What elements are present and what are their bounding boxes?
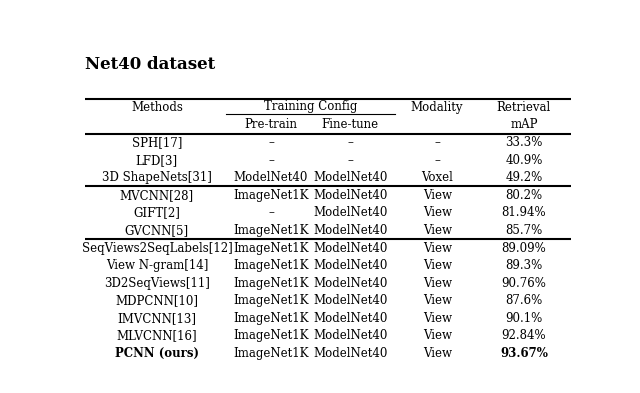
Text: 93.67%: 93.67% — [500, 347, 548, 360]
Text: SeqViews2SeqLabels[12]: SeqViews2SeqLabels[12] — [81, 242, 232, 255]
Text: mAP: mAP — [510, 118, 538, 131]
Text: MVCNN[28]: MVCNN[28] — [120, 189, 194, 202]
Text: 85.7%: 85.7% — [506, 224, 543, 237]
Text: View: View — [422, 224, 452, 237]
Text: View: View — [422, 294, 452, 307]
Text: ImageNet1K: ImageNet1K — [233, 242, 308, 255]
Text: 92.84%: 92.84% — [502, 329, 546, 342]
Text: ModelNet40: ModelNet40 — [313, 312, 387, 325]
Text: ImageNet1K: ImageNet1K — [233, 329, 308, 342]
Text: View: View — [422, 242, 452, 255]
Text: IMVCNN[13]: IMVCNN[13] — [117, 312, 196, 325]
Text: ModelNet40: ModelNet40 — [234, 171, 308, 184]
Text: ImageNet1K: ImageNet1K — [233, 189, 308, 202]
Text: 33.3%: 33.3% — [505, 136, 543, 149]
Text: ModelNet40: ModelNet40 — [313, 329, 387, 342]
Text: –: – — [268, 136, 274, 149]
Text: 40.9%: 40.9% — [505, 154, 543, 167]
Text: MLVCNN[16]: MLVCNN[16] — [116, 329, 197, 342]
Text: MDPCNN[10]: MDPCNN[10] — [115, 294, 198, 307]
Text: ModelNet40: ModelNet40 — [313, 277, 387, 290]
Text: –: – — [348, 154, 353, 167]
Text: 80.2%: 80.2% — [506, 189, 543, 202]
Text: PCNN (ours): PCNN (ours) — [115, 347, 199, 360]
Text: Pre-train: Pre-train — [244, 118, 298, 131]
Text: 3D ShapeNets[31]: 3D ShapeNets[31] — [102, 171, 212, 184]
Text: ImageNet1K: ImageNet1K — [233, 259, 308, 272]
Text: Training Config: Training Config — [264, 99, 357, 112]
Text: View: View — [422, 189, 452, 202]
Text: ImageNet1K: ImageNet1K — [233, 277, 308, 290]
Text: Voxel: Voxel — [421, 171, 453, 184]
Text: 90.76%: 90.76% — [502, 277, 547, 290]
Text: ModelNet40: ModelNet40 — [313, 259, 387, 272]
Text: View: View — [422, 329, 452, 342]
Text: –: – — [434, 136, 440, 149]
Text: ModelNet40: ModelNet40 — [313, 189, 387, 202]
Text: ModelNet40: ModelNet40 — [313, 242, 387, 255]
Text: View: View — [422, 347, 452, 360]
Text: ImageNet1K: ImageNet1K — [233, 347, 308, 360]
Text: ModelNet40: ModelNet40 — [313, 171, 387, 184]
Text: ModelNet40: ModelNet40 — [313, 294, 387, 307]
Text: 90.1%: 90.1% — [506, 312, 543, 325]
Text: GVCNN[5]: GVCNN[5] — [125, 224, 189, 237]
Text: ImageNet1K: ImageNet1K — [233, 312, 308, 325]
Text: 89.09%: 89.09% — [502, 242, 547, 255]
Text: View N-gram[14]: View N-gram[14] — [106, 259, 208, 272]
Text: 81.94%: 81.94% — [502, 206, 546, 219]
Text: View: View — [422, 277, 452, 290]
Text: ModelNet40: ModelNet40 — [313, 206, 387, 219]
Text: Net40 dataset: Net40 dataset — [85, 56, 215, 73]
Text: 3D2SeqViews[11]: 3D2SeqViews[11] — [104, 277, 210, 290]
Text: Modality: Modality — [411, 101, 463, 114]
Text: Methods: Methods — [131, 101, 183, 114]
Text: LFD[3]: LFD[3] — [136, 154, 178, 167]
Text: ImageNet1K: ImageNet1K — [233, 224, 308, 237]
Text: SPH[17]: SPH[17] — [132, 136, 182, 149]
Text: View: View — [422, 206, 452, 219]
Text: 87.6%: 87.6% — [506, 294, 543, 307]
Text: –: – — [434, 154, 440, 167]
Text: –: – — [268, 154, 274, 167]
Text: Retrieval: Retrieval — [497, 101, 551, 114]
Text: –: – — [268, 206, 274, 219]
Text: ModelNet40: ModelNet40 — [313, 347, 387, 360]
Text: 49.2%: 49.2% — [506, 171, 543, 184]
Text: ImageNet1K: ImageNet1K — [233, 294, 308, 307]
Text: –: – — [348, 136, 353, 149]
Text: 89.3%: 89.3% — [506, 259, 543, 272]
Text: ModelNet40: ModelNet40 — [313, 224, 387, 237]
Text: GIFT[2]: GIFT[2] — [134, 206, 180, 219]
Text: View: View — [422, 259, 452, 272]
Text: View: View — [422, 312, 452, 325]
Text: Fine-tune: Fine-tune — [322, 118, 379, 131]
